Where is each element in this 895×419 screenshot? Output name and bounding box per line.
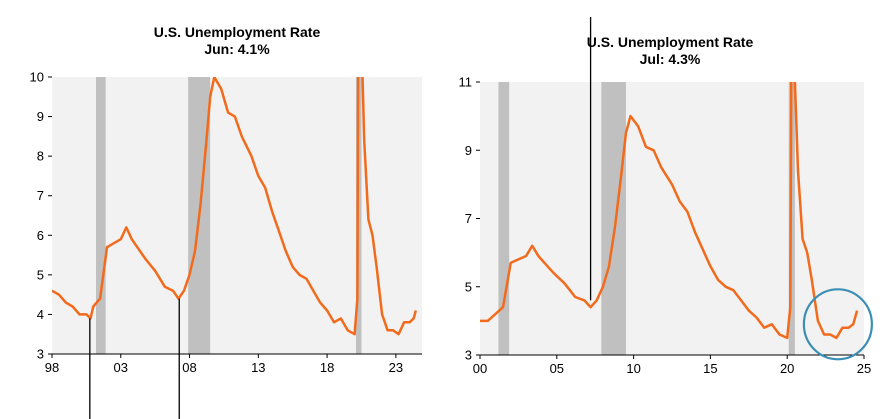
chart-right: U.S. Unemployment Rate Jul: 4.3% 357911 … (459, 17, 873, 376)
chart-left-title: U.S. Unemployment Rate (154, 24, 321, 40)
chart-right-subtitle: Jul: 4.3% (640, 51, 701, 67)
chart-left-y-tick-label: 9 (37, 109, 44, 124)
chart-left-y-ticks: 3 4 5 6 7 8 9 10 (30, 70, 52, 362)
chart-right-y-tick-label: 9 (465, 143, 472, 158)
chart-left-y-tick-label: 8 (37, 149, 44, 164)
chart-right-recession-band-1 (601, 82, 626, 355)
chart-left-y-tick-label: 5 (37, 267, 44, 282)
chart-right-x-tick-label: 25 (857, 361, 871, 376)
chart-right-series-line (480, 82, 859, 340)
chart-left-annotations (89, 298, 180, 419)
chart-right-x-ticks: 00 05 10 15 20 25 (473, 355, 871, 376)
chart-left-x-tick-label: 18 (320, 360, 334, 375)
chart-right-x-tick-label: 15 (703, 361, 717, 376)
chart-right-y-tick-label: 5 (465, 279, 472, 294)
chart-right-annotations (589, 17, 873, 361)
chart-right-x-tick-label: 05 (550, 361, 564, 376)
chart-right-highlight-circle (802, 288, 873, 361)
chart-right-x-tick-label: 10 (626, 361, 640, 376)
chart-right-y-ticks: 3 5 7 9 11 (459, 75, 480, 363)
chart-left-plot-area (52, 77, 422, 354)
chart-left: U.S. Unemployment Rate Jun: 4.1% 3 4 5 6 7 8 9… (30, 24, 422, 419)
chart-left-y-tick-label: 7 (37, 188, 44, 203)
chart-left-x-ticks: 98 03 08 13 18 23 (45, 354, 403, 375)
chart-left-x-tick-label: 08 (182, 360, 196, 375)
chart-left-x-tick-label: 03 (114, 360, 128, 375)
chart-left-x-tick-label: 23 (389, 360, 403, 375)
chart-right-y-tick-label: 7 (465, 211, 472, 226)
chart-right-recession-band-0 (498, 82, 510, 355)
chart-left-y-tick-label: 6 (37, 228, 44, 243)
chart-right-y-tick-label: 3 (465, 348, 472, 363)
chart-left-recession-band-0 (96, 77, 106, 354)
chart-left-y-tick-label: 4 (37, 307, 44, 322)
chart-right-x-tick-label: 20 (780, 361, 794, 376)
chart-right-title: U.S. Unemployment Rate (587, 34, 754, 50)
chart-left-subtitle: Jun: 4.1% (204, 41, 270, 57)
chart-left-y-tick-label: 3 (37, 347, 44, 362)
chart-left-series-line (52, 77, 418, 336)
chart-right-x-tick-label: 00 (473, 361, 487, 376)
chart-left-x-tick-label: 13 (251, 360, 265, 375)
chart-left-x-tick-label: 98 (45, 360, 59, 375)
chart-right-y-tick-label: 11 (459, 75, 473, 90)
chart-left-y-tick-label: 10 (30, 70, 44, 85)
